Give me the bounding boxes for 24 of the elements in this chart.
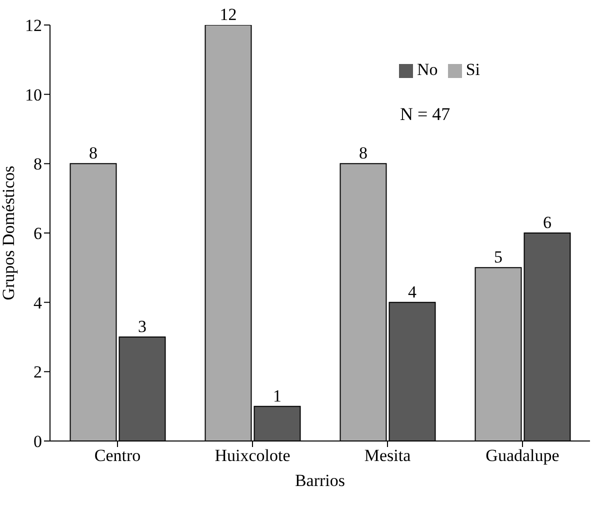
data-label: 8	[359, 144, 368, 163]
annotation: N = 47	[400, 104, 450, 125]
legend-label: Si	[466, 60, 480, 79]
y-tick-label: 2	[34, 362, 42, 382]
x-tick-label: Mesita	[364, 446, 412, 466]
x-axis-title: Barrios	[294, 471, 346, 490]
data-label: 4	[408, 282, 417, 302]
y-tick-label: 10	[25, 85, 42, 104]
data-label: 6	[543, 213, 552, 232]
y-tick-label: 12	[25, 16, 42, 36]
data-label: 12	[220, 5, 237, 24]
x-tick-label: Centro	[94, 446, 141, 466]
legend-label: No	[417, 60, 438, 79]
y-axis-title: Grupos Domésticos	[0, 166, 18, 300]
x-tick-label: Huixcolote	[214, 446, 290, 466]
y-tick-label: 8	[34, 154, 42, 174]
y-tick-label: 4	[34, 293, 42, 312]
data-label: 5	[494, 248, 502, 267]
y-tick-label: 6	[34, 224, 42, 244]
data-label: 1	[273, 386, 282, 406]
data-label: 3	[138, 317, 146, 336]
data-label: 8	[89, 144, 98, 163]
y-tick-label: 0	[34, 432, 42, 452]
x-tick-label: Guadalupe	[486, 446, 560, 466]
